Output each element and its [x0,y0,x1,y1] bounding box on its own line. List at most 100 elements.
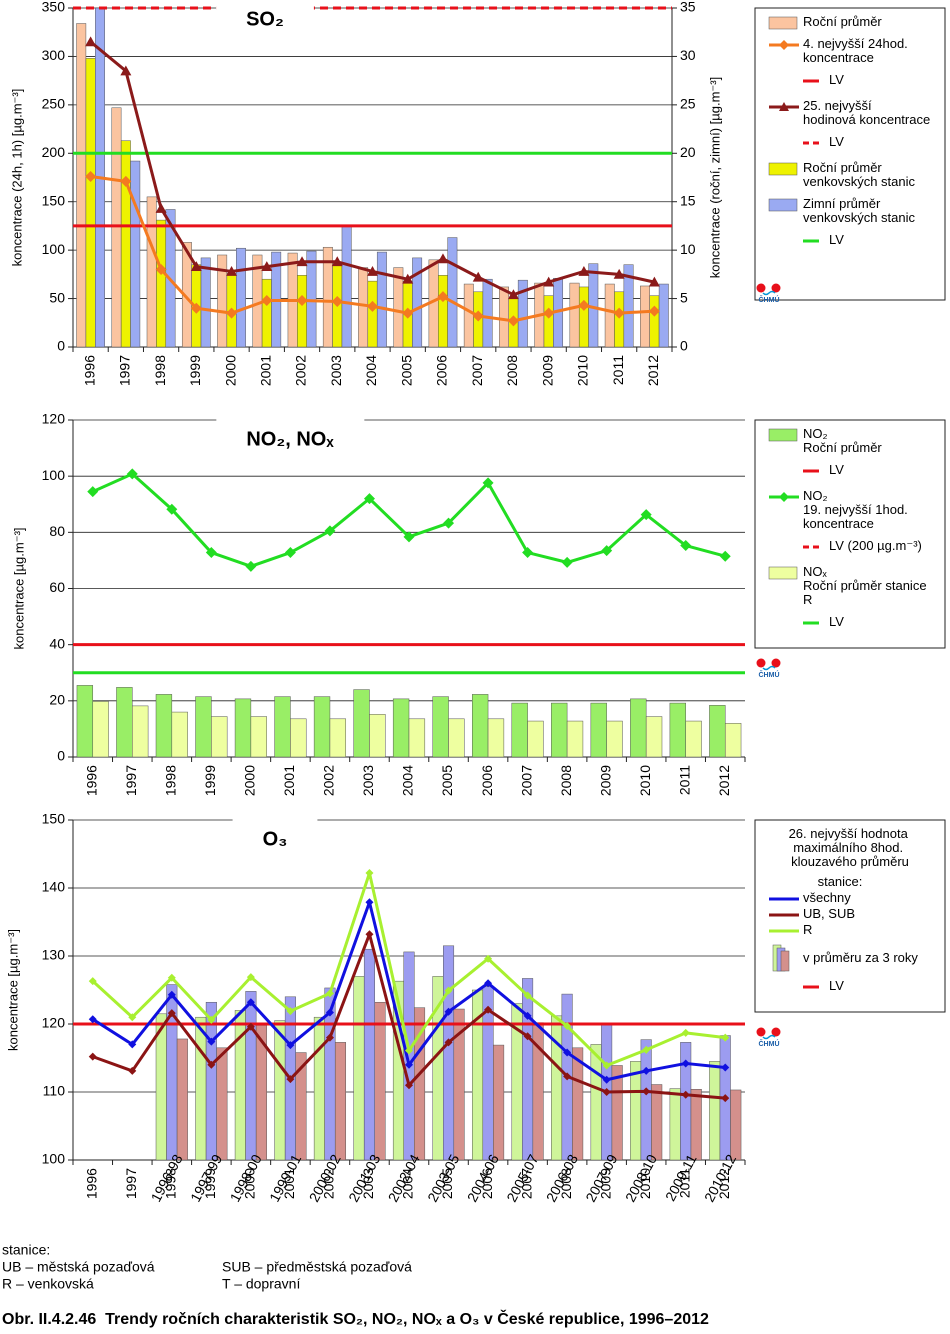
marker [405,1081,413,1090]
bar [116,687,133,757]
chart-title: SO₂ [246,8,284,30]
marker [167,1009,176,1018]
marker [602,1088,611,1096]
y-tick-label: 130 [42,947,66,963]
bar [527,720,544,757]
marker [602,1075,611,1084]
marker [331,295,343,307]
bar [120,140,131,347]
marker [207,1060,216,1069]
marker [190,261,202,272]
legend-label: NO₂ 19. nejvyšší 1hod. koncentrace [803,488,911,531]
bar [590,1044,602,1160]
bar [482,278,493,347]
marker [246,1022,255,1031]
bar [313,696,331,757]
bar [551,702,568,757]
marker [85,171,97,183]
marker [226,265,238,276]
marker [640,509,652,521]
y-axis-label: koncentrace [µg.m⁻³] [5,929,20,1051]
marker [331,256,343,267]
bar [522,978,534,1160]
marker [613,307,625,319]
y-tick-label: 100 [42,1151,66,1167]
marker [120,175,132,187]
legend-label: NOₓ Roční průměr stanice R [803,564,930,607]
legend-marker [779,492,789,502]
y-tick-label: 40 [49,635,65,651]
bar [306,250,317,347]
bar [543,295,554,347]
marker [681,1090,690,1099]
bar [566,720,584,757]
marker [472,310,484,322]
marker [721,1033,730,1042]
legend-label: LV [829,232,844,247]
legend-box [754,419,946,649]
marker [444,1007,453,1016]
bar [414,1007,426,1160]
marker [128,1040,137,1049]
legend-label: R [803,922,812,937]
marker [296,295,308,307]
bar [367,280,378,347]
x-tick-label: 1998 [152,355,168,386]
marker [325,989,334,998]
x-tick-label: 2003 [360,1168,376,1199]
bar [630,698,647,757]
legend-label: LV (200 µg.m⁻³) [829,538,922,553]
legend-label: Zimní průměr venkovských stanic [803,196,915,225]
bar [313,1016,325,1160]
marker [88,1052,97,1061]
bar [709,1061,721,1160]
marker [246,998,255,1007]
y-tick-label: 150 [42,192,66,208]
x-tick-label: 1997 [123,1168,139,1199]
bar [216,1047,228,1160]
bar [374,1001,386,1160]
bar [408,718,426,757]
y2-tick-label: 10 [680,241,696,257]
bar [730,1089,742,1160]
bar [438,275,448,347]
x-tick-label: 1997 [123,765,139,796]
marker [405,1046,413,1055]
marker [403,531,415,543]
y-tick-label: 250 [42,96,66,112]
y2-tick-label: 35 [680,0,696,15]
chart: 0 20 40 60 80 100 120 1996 1997 1998 1999 2000 2001 2… [11,411,946,796]
bar [334,1042,347,1160]
bar [290,718,307,757]
y-tick-label: 350 [42,0,66,15]
note: R – venkovská [2,1276,94,1292]
x-tick-label: 1999 [202,1168,218,1199]
marker [522,547,534,559]
bar [261,278,272,347]
x-tick-label: 2004 [400,765,416,796]
marker [155,202,167,213]
marker [680,540,692,552]
marker [563,1048,572,1057]
logo-dot [756,658,766,668]
legend: NO₂ Roční průměr LV NO₂ 19. nejvyšší 1hod.… [754,419,946,649]
marker [120,65,132,76]
legend-label: 26. nejvyšší hodnota maximálního 8hod. k… [789,826,912,869]
y2-tick-label: 30 [680,47,696,63]
logo: ČHMÚ [756,1027,781,1048]
x-tick-label: 2009 [539,355,555,386]
bar [640,1039,652,1160]
marker [325,1033,334,1042]
bar [392,698,410,757]
bar [156,219,167,347]
marker [482,477,494,489]
bar [447,237,458,347]
marker [719,550,731,562]
marker [402,273,414,284]
bar [211,716,228,757]
x-tick-label: 2005 [398,355,414,386]
legend-label: LV [829,614,844,629]
marker [648,276,660,287]
bar [709,705,726,757]
x-tick-label: 2004 [400,1168,416,1199]
